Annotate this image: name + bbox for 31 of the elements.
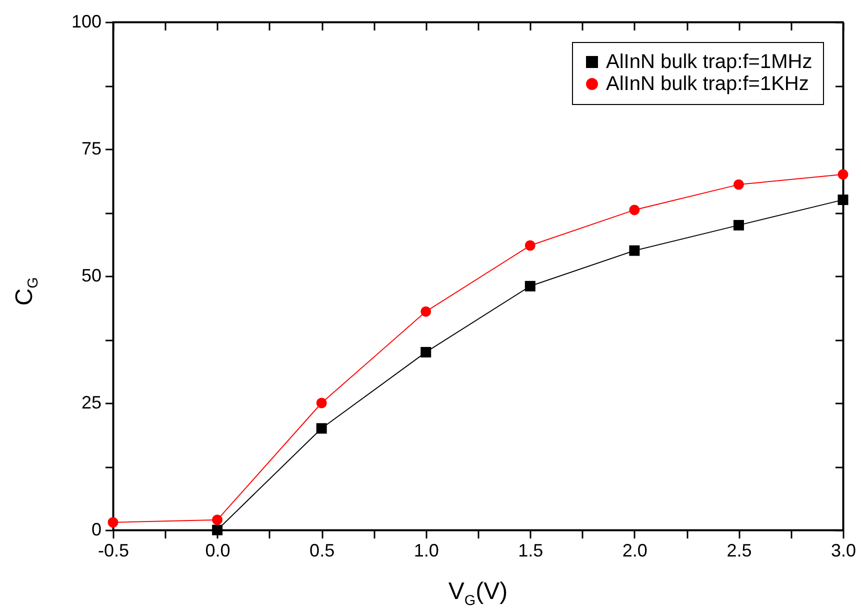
point [420,306,432,317]
point [316,423,327,434]
x-tick-label: 0.5 [310,540,335,560]
x-tick-label: 0.0 [205,540,230,560]
x-tick-label: 3.0 [830,540,856,560]
x-tick-label: 2.0 [622,540,648,560]
y-tick-label: 100 [71,12,102,32]
x-tick-label: 1.5 [518,540,544,560]
point [629,245,640,256]
point [420,346,432,358]
point [629,204,640,216]
y-tick-label: 75 [81,138,102,158]
x-tick-label: -0.5 [98,540,130,560]
legend-label: AlInN bulk trap:f=1KHz [606,73,809,95]
point [212,524,223,536]
y-tick-label: 0 [91,520,102,540]
x-tick-label: 2.5 [726,540,752,560]
y-tick-label: 50 [81,266,102,286]
point [524,240,536,251]
point [838,169,848,180]
point [733,220,744,230]
point [524,280,536,292]
point [212,514,223,526]
point [838,194,848,206]
point [733,179,744,190]
point [108,517,118,528]
point [316,398,327,408]
y-tick-label: 25 [81,392,102,412]
x-tick-label: 1.0 [414,540,439,560]
x-axis-title: V$_{G}$(V) [447,578,509,609]
legend-label: AlInN bulk trap:f=1MHz [606,51,812,73]
